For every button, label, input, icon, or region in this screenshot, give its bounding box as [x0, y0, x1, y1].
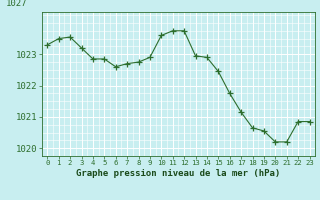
X-axis label: Graphe pression niveau de la mer (hPa): Graphe pression niveau de la mer (hPa): [76, 169, 281, 178]
Text: 1027: 1027: [6, 0, 28, 8]
